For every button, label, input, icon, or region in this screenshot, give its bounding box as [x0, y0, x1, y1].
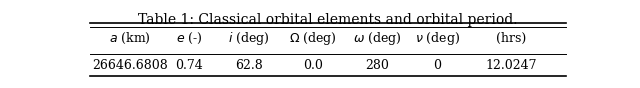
Text: Table 1: Classical orbital elements and orbital period.: Table 1: Classical orbital elements and …: [138, 13, 518, 27]
Text: $\Omega$ (deg): $\Omega$ (deg): [289, 29, 337, 46]
Text: $\omega$ (deg): $\omega$ (deg): [353, 29, 402, 46]
Text: $a$ (km): $a$ (km): [109, 30, 150, 46]
Text: 280: 280: [365, 59, 390, 72]
Text: (hrs): (hrs): [497, 32, 527, 45]
Text: 0.0: 0.0: [303, 59, 323, 72]
Text: 0.74: 0.74: [175, 59, 203, 72]
Text: $\nu$ (deg): $\nu$ (deg): [415, 29, 460, 46]
Text: 62.8: 62.8: [235, 59, 262, 72]
Text: 12.0247: 12.0247: [486, 59, 537, 72]
Text: 0: 0: [433, 59, 441, 72]
Text: $e$ (-): $e$ (-): [176, 30, 202, 46]
Text: 26646.6808: 26646.6808: [92, 59, 168, 72]
Text: $i$ (deg): $i$ (deg): [228, 29, 269, 46]
